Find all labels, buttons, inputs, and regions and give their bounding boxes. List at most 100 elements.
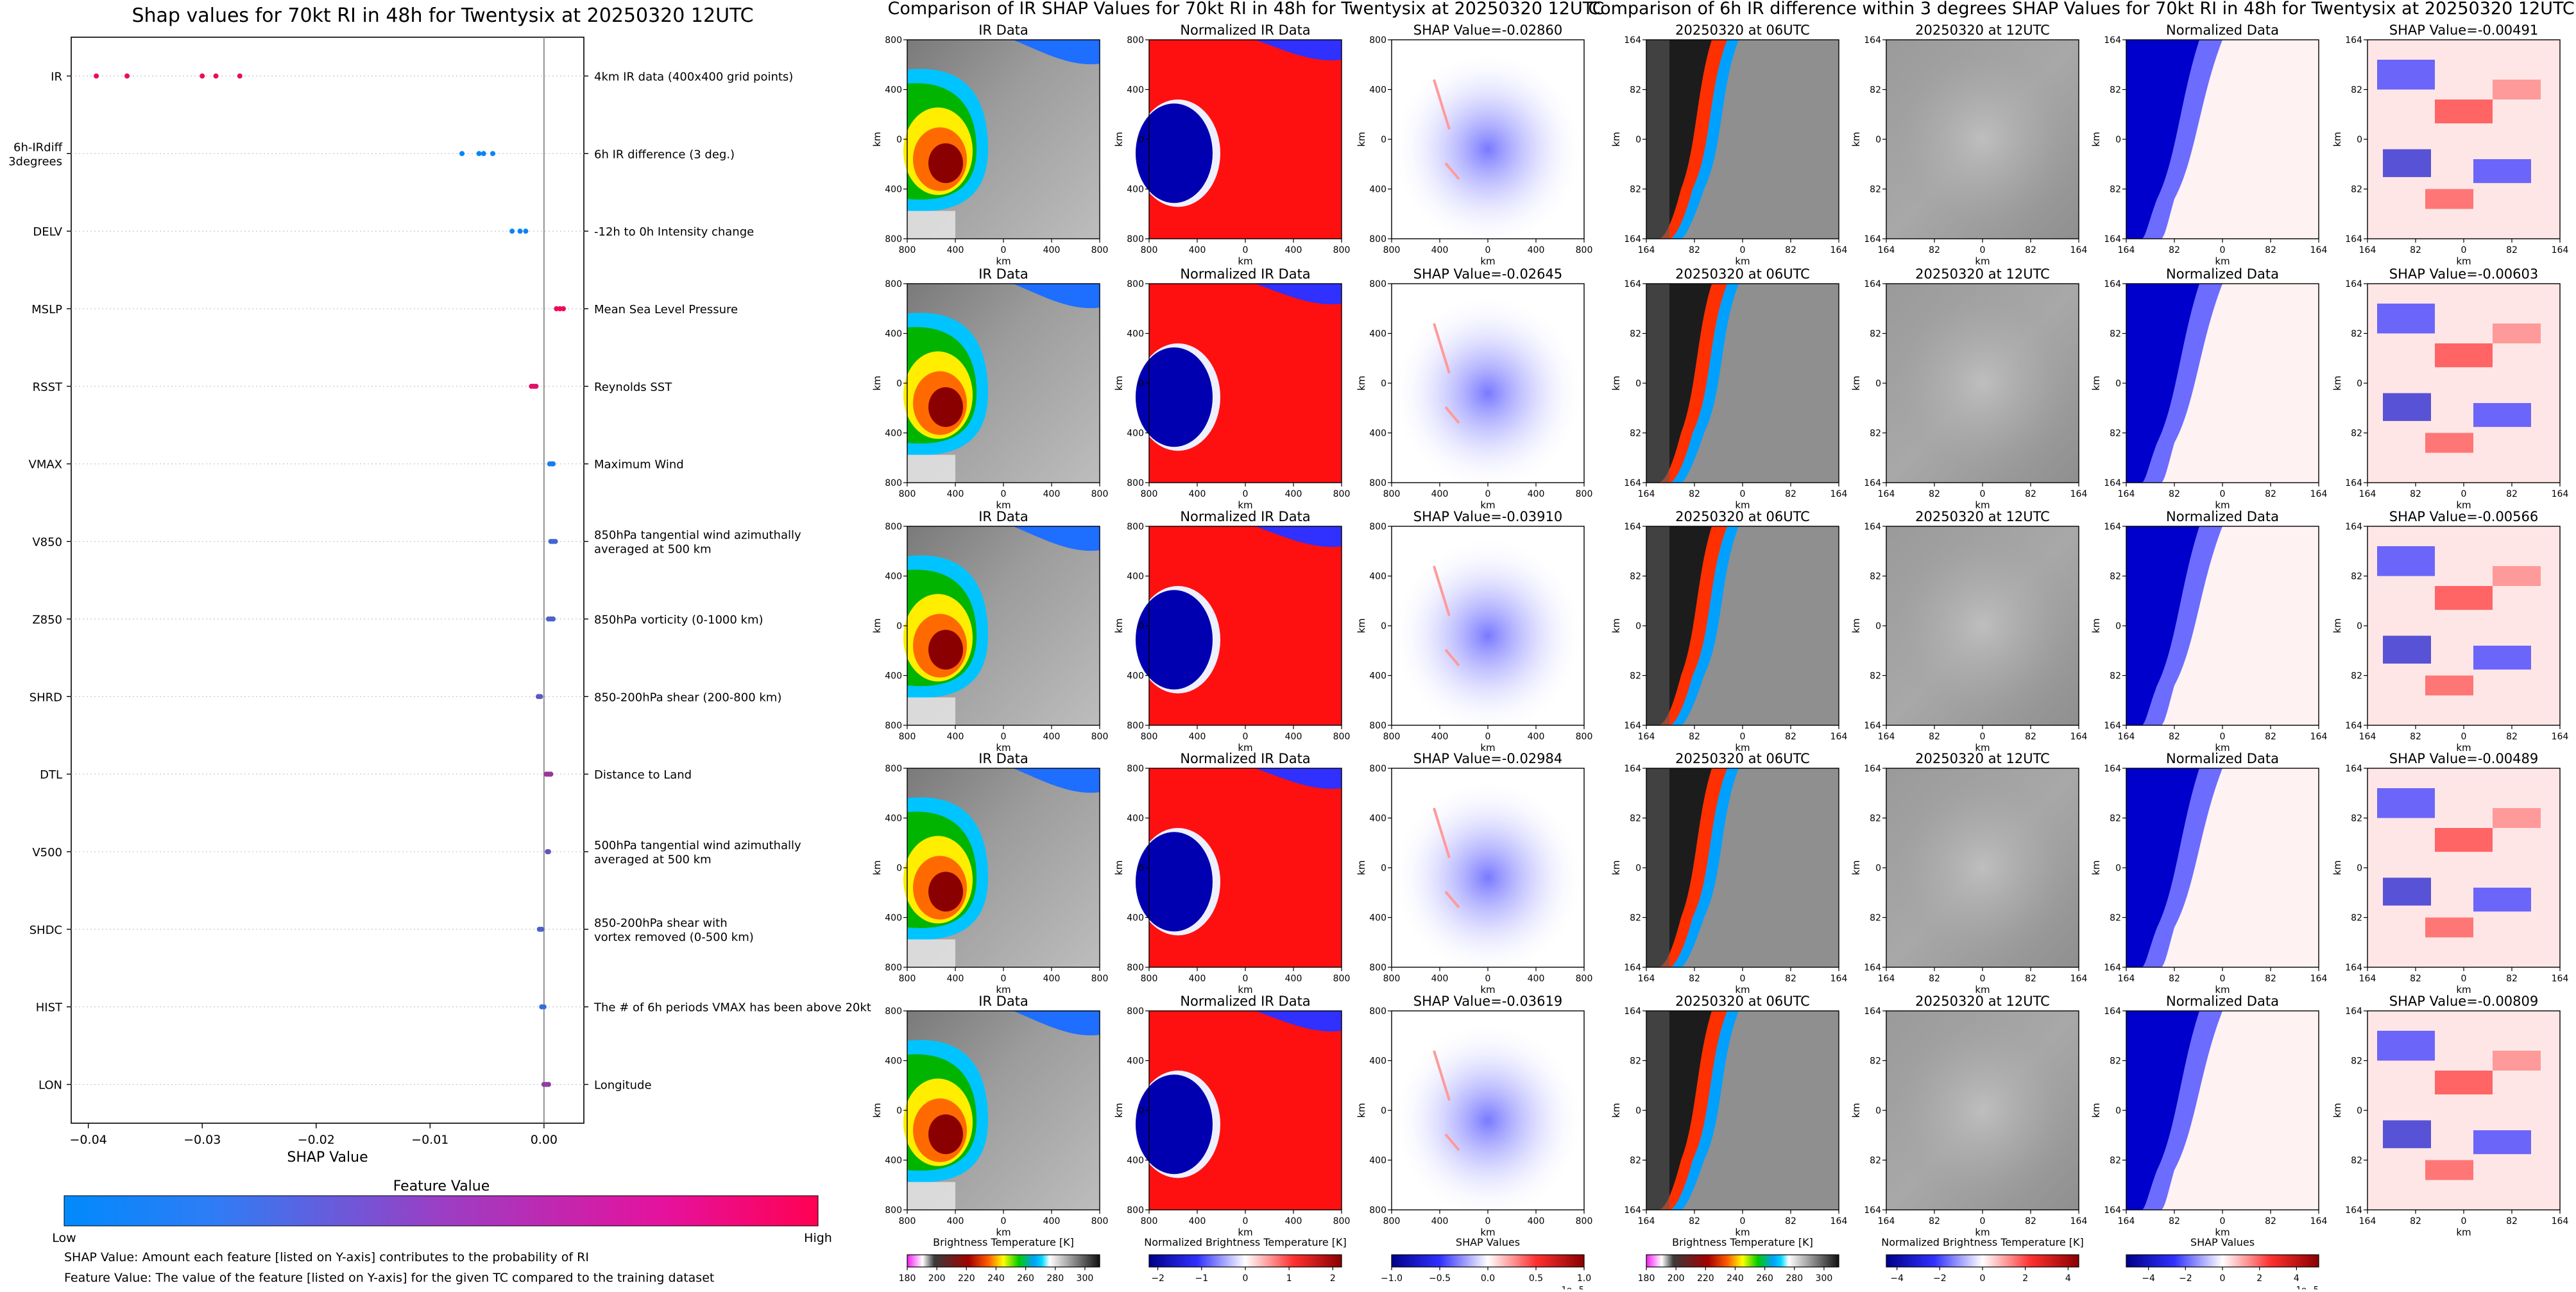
ytick-label: 400 bbox=[1127, 1156, 1144, 1166]
xtick-label: 400 bbox=[1528, 974, 1545, 984]
xtick-label: 82 bbox=[1689, 732, 1700, 742]
xtick-label: 164 bbox=[2359, 974, 2376, 984]
ytick-label: 82 bbox=[1870, 429, 1881, 439]
shap-point bbox=[459, 151, 465, 157]
ytick-label: 82 bbox=[1870, 1056, 1881, 1067]
x-axis-label: km bbox=[1975, 984, 1990, 995]
colorbar-tick-label: 1.0 bbox=[1577, 1273, 1591, 1284]
x-axis-label: km bbox=[2456, 1227, 2471, 1238]
xtick-label: 800 bbox=[899, 245, 916, 255]
ytick-label: 0 bbox=[2115, 863, 2121, 874]
ytick-label: 800 bbox=[885, 234, 902, 245]
xtick-label: 164 bbox=[2359, 732, 2376, 742]
xtick-label: 0 bbox=[2220, 974, 2226, 984]
colorbar-tick-label: 300 bbox=[1816, 1273, 1833, 1284]
ytick-label: 0 bbox=[1381, 135, 1386, 145]
shapdiff-patch bbox=[2473, 403, 2531, 427]
xtick-label: 82 bbox=[2410, 974, 2421, 984]
xtick-label: 0 bbox=[2461, 1216, 2467, 1227]
y-axis-label: km bbox=[871, 132, 883, 146]
feature-label: LON bbox=[38, 1079, 62, 1092]
xtick-label: 0 bbox=[1243, 732, 1249, 742]
shap-point bbox=[213, 73, 219, 79]
x-axis-label: km bbox=[2215, 255, 2230, 267]
xtick-label: 400 bbox=[1043, 1216, 1061, 1227]
shap-value-note: SHAP Value: Amount each feature [listed … bbox=[64, 1250, 589, 1264]
ytick-label: 800 bbox=[885, 721, 902, 731]
shap-red-streaks bbox=[1433, 807, 1460, 909]
ytick-label: 164 bbox=[1624, 721, 1641, 731]
diff-section-title: Comparison of 6h IR difference within 3 … bbox=[1588, 0, 2574, 19]
panel-title: 20250320 at 06UTC bbox=[1675, 994, 1810, 1009]
xtick-label: 164 bbox=[2070, 489, 2088, 499]
ytick-label: 800 bbox=[1127, 764, 1144, 774]
ir-cloud-south bbox=[907, 939, 955, 967]
xtick-label: 164 bbox=[1638, 489, 1655, 499]
colorbar-tick-label: −2 bbox=[1151, 1273, 1164, 1284]
shap-point bbox=[200, 73, 205, 79]
panel-title: SHAP Value=-0.00489 bbox=[2389, 751, 2539, 766]
colorbar-tick-label: 2 bbox=[2022, 1273, 2028, 1284]
x-axis-label: km bbox=[1480, 984, 1495, 995]
panel-title: Normalized Data bbox=[2166, 751, 2279, 766]
xtick-label: 400 bbox=[1189, 489, 1206, 499]
ytick-label: 82 bbox=[2110, 85, 2121, 96]
ytick-label: 82 bbox=[2110, 1156, 2121, 1166]
ytick-label: 82 bbox=[1630, 429, 1641, 439]
ytick-label: 82 bbox=[1630, 329, 1641, 340]
xtick-label: 800 bbox=[1141, 1216, 1158, 1227]
shap-summary-plot: IR 4km IR data (400x400 grid points) 6h-IR… bbox=[8, 37, 871, 1245]
ytick-label: 164 bbox=[2104, 963, 2121, 973]
ytick-label: 82 bbox=[2110, 913, 2121, 924]
ytick-label: 82 bbox=[2110, 572, 2121, 582]
ytick-label: 400 bbox=[1369, 185, 1386, 195]
ytick-label: 0 bbox=[2357, 135, 2362, 145]
ytick-label: 400 bbox=[885, 671, 902, 682]
x-axis-label: SHAP Value bbox=[287, 1150, 368, 1166]
colorbar: Brightness Temperature [K] 180 200 220 240 26… bbox=[899, 1236, 1100, 1284]
ytick-label: 800 bbox=[1369, 721, 1386, 731]
xtick-label: 82 bbox=[1785, 489, 1796, 499]
colorbar-low-label: Low bbox=[52, 1231, 76, 1245]
ytick-label: 400 bbox=[885, 913, 902, 924]
ytick-label: 800 bbox=[1369, 764, 1386, 774]
panel-title: SHAP Value=-0.00603 bbox=[2389, 266, 2539, 282]
xtick-label: 400 bbox=[1285, 245, 1302, 255]
panel-title: Normalized Data bbox=[2166, 22, 2279, 38]
colorbar-tick-label: 260 bbox=[1756, 1273, 1773, 1284]
xtick-label: 82 bbox=[2265, 732, 2276, 742]
xtick-label: 400 bbox=[1431, 1216, 1449, 1227]
xtick-label: 164 bbox=[2552, 974, 2569, 984]
x-axis-label: km bbox=[1238, 742, 1252, 754]
colorbar-bar bbox=[1391, 1254, 1585, 1268]
xtick-label: 400 bbox=[947, 732, 964, 742]
xtick-label: 400 bbox=[1431, 489, 1449, 499]
shapdiff-patch bbox=[2383, 149, 2431, 177]
xtick-label: 800 bbox=[1576, 245, 1593, 255]
ytick-label: 164 bbox=[1624, 234, 1641, 245]
panel-title: Normalized IR Data bbox=[1180, 751, 1310, 766]
xtick-label: 0 bbox=[1740, 245, 1746, 255]
xtick-label: 400 bbox=[1285, 974, 1302, 984]
colorbar-label: Brightness Temperature [K] bbox=[1672, 1236, 1813, 1248]
ytick-label: 0 bbox=[1381, 1106, 1386, 1116]
ytick-label: 82 bbox=[2351, 85, 2362, 96]
x-axis-label: km bbox=[1480, 255, 1495, 267]
ytick-label: 82 bbox=[1630, 85, 1641, 96]
ytick-label: 800 bbox=[1127, 35, 1144, 46]
y-axis-label: km bbox=[871, 1103, 883, 1117]
feature-description: 4km IR data (400x400 grid points) bbox=[594, 70, 793, 83]
y-axis-label: km bbox=[1610, 860, 1622, 875]
ytick-label: 164 bbox=[1864, 522, 1881, 532]
ytick-label: 400 bbox=[1369, 85, 1386, 96]
xtick-label: 82 bbox=[2506, 489, 2518, 499]
x-axis-label: km bbox=[996, 984, 1011, 995]
gray-swirl bbox=[1886, 526, 2079, 725]
xtick-label: 82 bbox=[2506, 245, 2518, 255]
xtick-label: 800 bbox=[1141, 245, 1158, 255]
x-axis-label: km bbox=[1975, 255, 1990, 267]
x-axis-label: km bbox=[996, 1227, 1011, 1238]
ir-cloud-south bbox=[907, 697, 955, 725]
gray-swirl bbox=[1886, 768, 2079, 967]
